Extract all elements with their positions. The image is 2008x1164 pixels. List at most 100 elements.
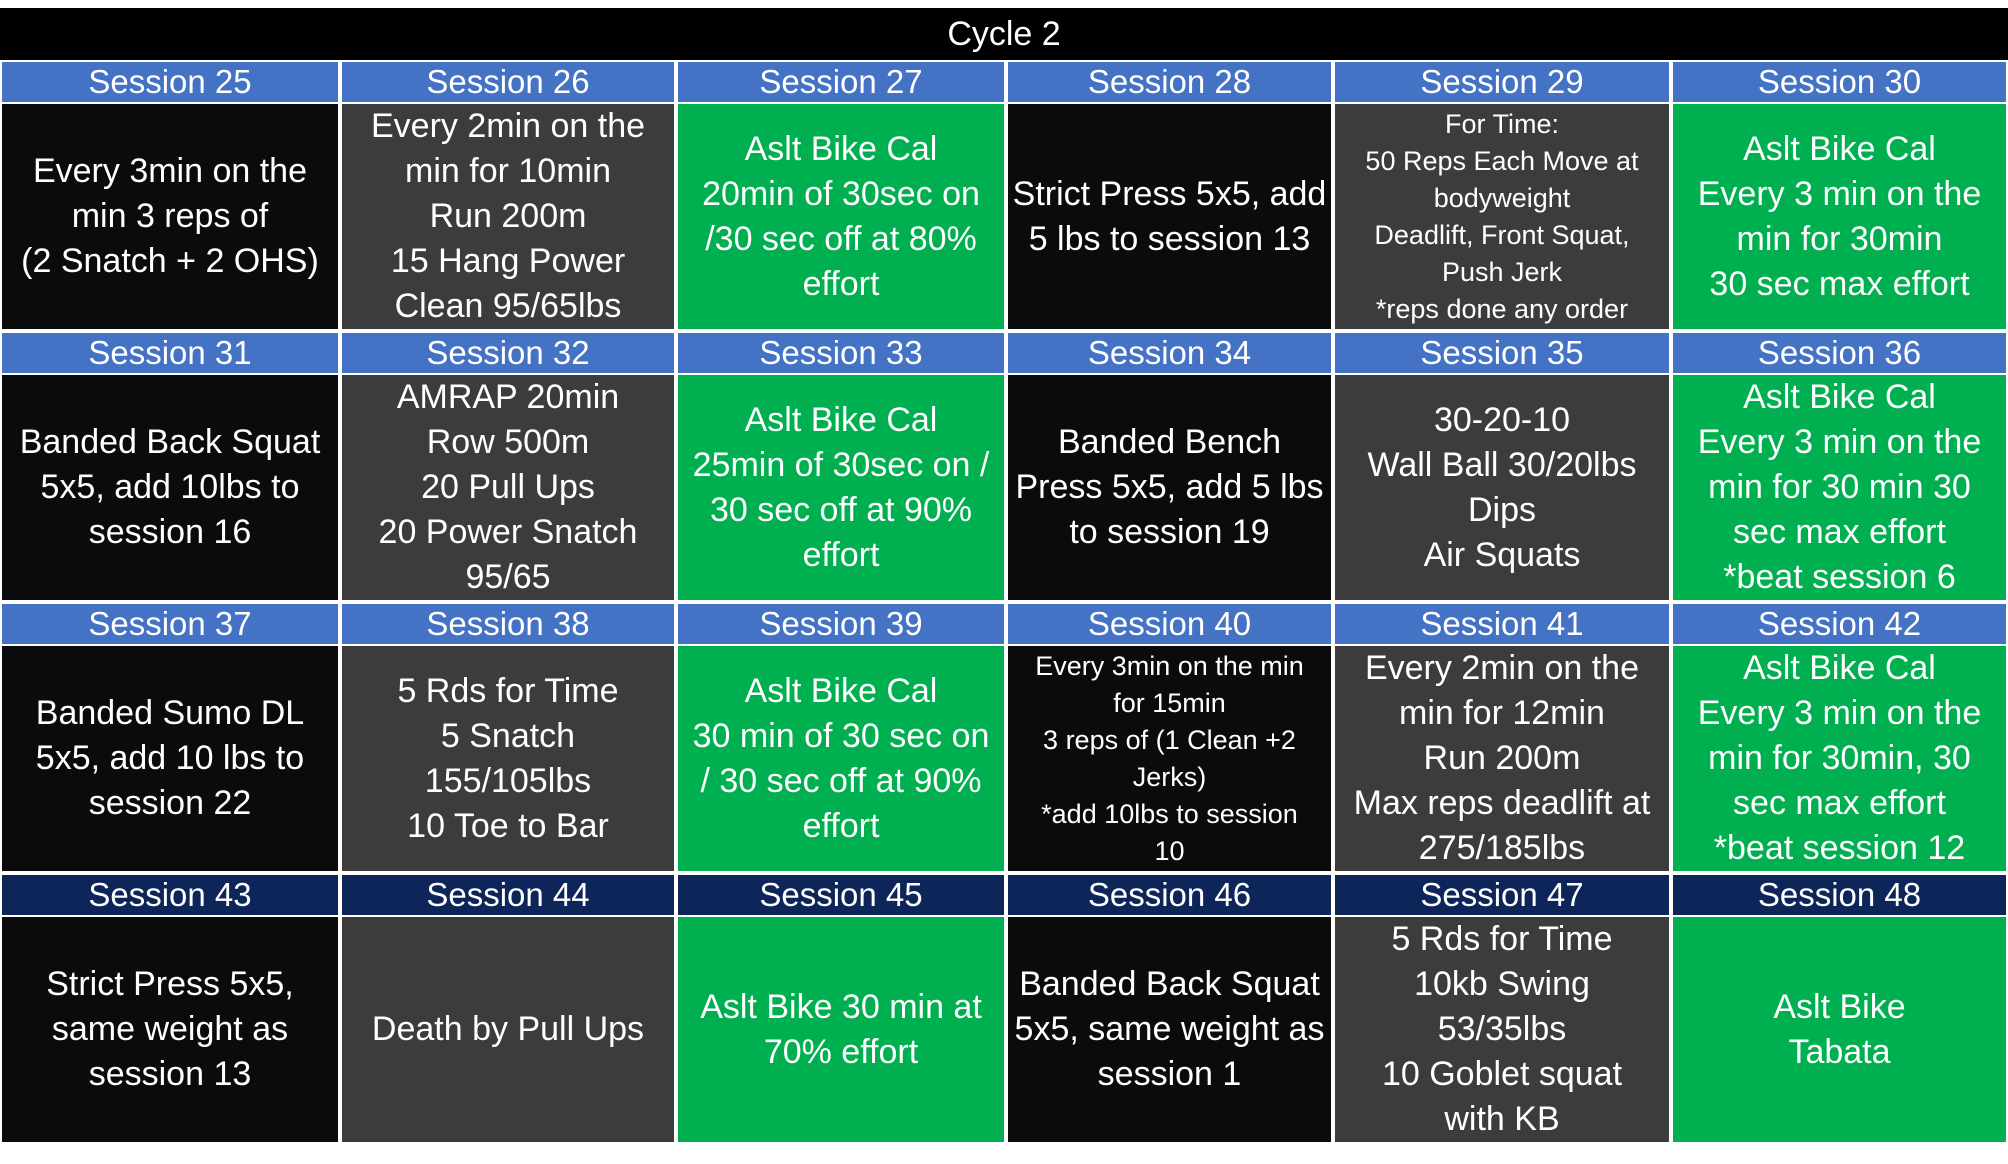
workout-text: Banded Back Squat 5x5, add 10lbs to sessio… [20,420,321,555]
session-label: Session 27 [678,62,1004,104]
workout-line: Banded Back Squat [19,423,321,461]
workout-line: 5x5, add 10lbs to [40,468,300,506]
workout-line: Jerks) [1132,761,1207,792]
workout-line: Dips [1467,490,1536,529]
workout-line: / 30 sec off at 90% [700,761,982,800]
session-workout: For Time: 50 Reps Each Move at bodyweight D… [1335,104,1669,329]
session-cell: Session 43 Strict Press 5x5, same weight a… [0,873,340,1144]
workout-line: Death by Pull Ups [371,1010,645,1048]
session-cell: Session 31 Banded Back Squat 5x5, add 10lb… [0,331,340,602]
session-cell: Session 40 Every 3min on the min for 15min… [1006,602,1333,873]
workout-line: session 13 [88,1055,252,1093]
workout-line: to session 19 [1069,513,1270,551]
workout-line: Row 500m [426,423,590,461]
workout-line: /30 sec off at 80% [705,219,977,258]
workout-line: 5x5, same weight as [1014,1010,1325,1048]
session-label: Session 42 [1673,604,2006,646]
workout-line: sec max effort [1733,784,1946,822]
workout-line: 30 sec off at 90% [709,490,973,529]
workout-line: Aslt Bike Cal [744,400,938,439]
workout-text: Aslt Bike Cal 25min of 30sec on / 30 sec o… [693,398,990,578]
workout-line: AMRAP 20min [396,378,620,416]
workout-line: 30-20-10 [1433,400,1571,439]
workout-line: Press 5x5, add 5 lbs [1015,468,1324,506]
session-cell: Session 32 AMRAP 20min Row 500m 20 Pull Ups… [340,331,676,602]
workout-line: sec max effort [1733,513,1946,551]
session-cell: Session 42 Aslt Bike Cal Every 3 min on th… [1671,602,2008,873]
session-workout: Aslt Bike Cal Every 3 min on the min for 3… [1673,646,2006,871]
session-cell: Session 27 Aslt Bike Cal 20min of 30sec on… [676,60,1006,331]
workout-text: 30-20-10 Wall Ball 30/20lbs Dips Air Squats [1368,398,1637,578]
session-workout: Aslt Bike 30 min at 70% effort [678,917,1004,1142]
session-label: Session 30 [1673,62,2006,104]
session-cell: Session 47 5 Rds for Time 10kb Swing 53/35l… [1333,873,1671,1144]
session-workout: Death by Pull Ups [342,917,674,1142]
workout-line: same weight as [51,1010,289,1048]
session-workout: Aslt Bike Cal Every 3 min on the min for 3… [1673,104,2006,329]
session-label: Session 48 [1673,875,2006,917]
session-workout: Banded Back Squat 5x5, same weight as sess… [1008,917,1331,1142]
session-label: Session 43 [2,875,338,917]
cycle-title: Cycle 2 [0,8,2008,60]
workout-line: 5 lbs to session 13 [1028,219,1311,258]
workout-text: Aslt Bike 30 min at 70% effort [700,985,982,1075]
session-label: Session 33 [678,333,1004,375]
session-cell: Session 26 Every 2min on the min for 10min… [340,60,676,331]
workout-line: 5 Snatch [440,716,576,755]
workout-line: Banded Bench [1057,423,1282,461]
workout-text: Aslt Bike Tabata [1773,985,1905,1075]
workout-line: Every 2min on the [1364,649,1639,687]
workout-text: Every 2min on the min for 10min Run 200m 15… [371,104,645,329]
workout-text: Every 3min on the min for 15min 3 reps of … [1035,648,1304,870]
session-cell: Session 28 Strict Press 5x5, add 5 lbs to … [1006,60,1333,331]
session-workout: Every 3min on the min for 15min 3 reps of … [1008,646,1331,871]
workout-line: 5x5, add 10 lbs to [35,739,305,777]
session-cell: Session 41 Every 2min on the min for 12min… [1333,602,1671,873]
workout-line: 10 Toe to Bar [407,806,609,845]
session-label: Session 35 [1335,333,1669,375]
workout-line: *add 10lbs to session [1041,798,1298,829]
workout-text: Death by Pull Ups [372,1007,644,1052]
workout-line: Banded Sumo DL [35,694,305,732]
workout-line: Tabata [1788,1032,1891,1071]
schedule-sheet: Cycle 2 Session 25 Every 3min on the min 3… [0,8,2008,1155]
session-workout: Every 2min on the min for 12min Run 200m Ma… [1335,646,1669,871]
workout-line: min 3 reps of [71,197,269,235]
workout-line: 10kb Swing [1414,965,1590,1003]
session-label: Session 36 [1673,333,2006,375]
workout-line: min for 30 min 30 [1708,468,1971,506]
workout-line: Banded Back Squat [1019,965,1320,1003]
workout-line: effort [802,535,880,574]
workout-line: *beat session 12 [1713,829,1966,867]
session-label: Session 31 [2,333,338,375]
workout-text: Every 2min on the min for 12min Run 200m Ma… [1354,646,1651,871]
session-cell: Session 29 For Time: 50 Reps Each Move at b… [1333,60,1671,331]
workout-line: effort [802,264,880,303]
session-label: Session 32 [342,333,674,375]
session-label: Session 46 [1008,875,1331,917]
workout-line: Every 2min on the [370,107,646,145]
workout-line: Deadlift, Front Squat, [1374,219,1630,250]
workout-line: Clean 95/65lbs [394,287,622,325]
workout-text: For Time: 50 Reps Each Move at bodyweight D… [1365,106,1638,328]
workout-line: Every 3min on the min [1035,650,1304,681]
session-cell: Session 30 Aslt Bike Cal Every 3 min on th… [1671,60,2008,331]
workout-line: session 1 [1097,1055,1242,1093]
workout-line: Every 3 min on the [1697,174,1982,213]
workout-line: Aslt Bike Cal [744,671,938,710]
workout-line: 95/65 [465,558,551,596]
session-cell: Session 36 Aslt Bike Cal Every 3 min on th… [1671,331,2008,602]
session-workout: Strict Press 5x5, same weight as session 1… [2,917,338,1142]
session-label: Session 47 [1335,875,1669,917]
workout-line: 25min of 30sec on / [692,445,990,484]
workout-text: Aslt Bike Cal Every 3 min on the min for 3… [1698,646,1981,871]
workout-line: 3 reps of (1 Clean +2 [1043,724,1296,755]
sessions-grid: Session 25 Every 3min on the min 3 reps of… [0,60,2008,1155]
workout-text: Aslt Bike Cal Every 3 min on the min for 3… [1698,127,1981,307]
workout-line: Strict Press 5x5, add [1012,174,1327,213]
session-label: Session 41 [1335,604,1669,646]
session-label: Session 45 [678,875,1004,917]
workout-text: AMRAP 20min Row 500m 20 Pull Ups 20 Power S… [379,375,638,600]
workout-line: 15 Hang Power [390,242,626,280]
workout-line: 20 Pull Ups [421,468,595,506]
